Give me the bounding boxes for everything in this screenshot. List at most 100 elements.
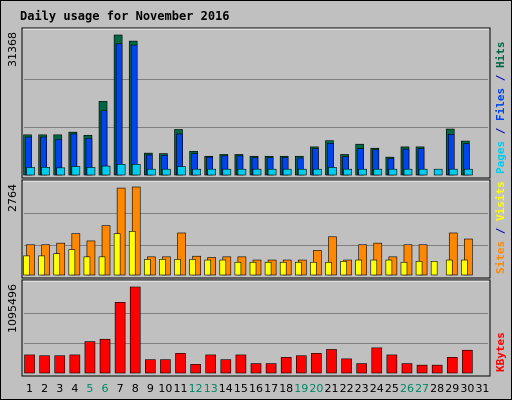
legend-visits-label: Visits xyxy=(494,181,507,221)
bar-kbytes-day-4 xyxy=(69,354,81,374)
bar-pages-day-19 xyxy=(297,168,307,176)
panel-middle: 2764 Sites / Visits xyxy=(6,179,507,279)
bar-visits-day-24 xyxy=(370,259,378,276)
bar-visits-day-12 xyxy=(189,259,196,276)
bar-kbytes-day-8 xyxy=(129,286,141,374)
bar-kbytes-day-5 xyxy=(84,341,96,374)
x-tick-label-day-13: 13 xyxy=(204,382,218,395)
bar-visits-day-1 xyxy=(23,255,30,276)
panel-bottom: 1095496 KBytes xyxy=(6,279,507,377)
bar-sites-day-24 xyxy=(373,242,383,276)
x-tick-label-day-20: 20 xyxy=(309,382,323,395)
legend-kbytes-label: KBytes xyxy=(494,332,507,372)
bar-visits-day-9 xyxy=(144,259,151,276)
bar-files-day-7 xyxy=(115,43,123,176)
x-tick-label-day-28: 28 xyxy=(430,382,444,395)
bar-visits-day-13 xyxy=(204,259,212,276)
bar-pages-day-9 xyxy=(147,168,156,176)
bar-kbytes-day-7 xyxy=(114,302,126,374)
bar-sites-day-26 xyxy=(403,244,413,276)
bar-pages-day-22 xyxy=(343,168,352,176)
chart-title: Daily usage for November 2016 xyxy=(20,9,230,23)
bar-sites-day-21 xyxy=(328,236,337,276)
bar-pages-day-14 xyxy=(222,168,232,176)
bar-pages-day-25 xyxy=(388,168,398,176)
bar-pages-day-27 xyxy=(418,168,428,176)
bar-pages-day-6 xyxy=(101,165,111,176)
bar-visits-day-6 xyxy=(98,256,106,276)
bar-kbytes-day-19 xyxy=(295,355,307,374)
x-tick-label-day-11: 11 xyxy=(174,382,188,395)
bar-pages-day-4 xyxy=(71,166,81,176)
x-tick-label-day-30: 30 xyxy=(460,382,474,395)
x-axis-labels: 1 2 3 4 5 6 7 8 9 10 11 12 13 14 15 16 17 18 19 20 21 22 23 24 2… xyxy=(26,382,489,395)
legend-sites-label: Sites xyxy=(494,241,507,274)
bar-visits-day-27 xyxy=(415,261,423,276)
bar-visits-day-10 xyxy=(159,259,166,276)
bar-pages-day-13 xyxy=(207,168,217,176)
x-tick-label-day-3: 3 xyxy=(56,382,63,395)
bar-kbytes-day-25 xyxy=(386,354,398,374)
x-tick-label-day-4: 4 xyxy=(71,382,78,395)
legend-hits-label: Hits xyxy=(494,42,507,69)
bar-kbytes-day-29 xyxy=(446,356,458,374)
bar-sites-day-7 xyxy=(116,187,126,276)
bar-pages-day-7 xyxy=(116,163,126,176)
bar-kbytes-day-15 xyxy=(235,354,247,374)
bar-pages-day-1 xyxy=(26,167,35,176)
x-tick-label-day-9: 9 xyxy=(147,382,154,395)
bar-visits-day-14 xyxy=(219,259,227,276)
bar-pages-day-28 xyxy=(433,168,443,176)
panel-bottom-legend: KBytes xyxy=(494,332,507,372)
bar-visits-day-20 xyxy=(310,261,317,276)
x-tick-label-day-23: 23 xyxy=(355,382,369,395)
legend--label: / xyxy=(494,221,507,241)
x-tick-label-day-10: 10 xyxy=(158,382,172,395)
bar-visits-day-3 xyxy=(53,253,61,276)
x-tick-label-day-22: 22 xyxy=(340,382,354,395)
x-tick-label-day-8: 8 xyxy=(132,382,139,395)
bar-kbytes-day-26 xyxy=(401,363,413,374)
x-tick-label-day-31: 31 xyxy=(475,382,489,395)
bar-visits-day-7 xyxy=(113,233,121,276)
bar-pages-day-10 xyxy=(162,168,171,176)
bar-kbytes-day-2 xyxy=(39,355,50,374)
panel-middle-legend: Sites / Visits xyxy=(494,181,507,274)
panel-top-max-label: 31368 xyxy=(6,32,19,67)
bar-pages-day-16 xyxy=(252,168,262,176)
bar-visits-day-30 xyxy=(461,259,468,276)
x-tick-label-day-2: 2 xyxy=(41,382,48,395)
bar-pages-day-24 xyxy=(373,168,383,176)
x-tick-label-day-18: 18 xyxy=(279,382,293,395)
bar-visits-day-5 xyxy=(83,256,91,276)
panel-middle-max-label: 2764 xyxy=(6,184,19,212)
bar-kbytes-day-22 xyxy=(341,358,352,374)
bar-visits-day-17 xyxy=(264,261,272,276)
bar-kbytes-day-20 xyxy=(311,353,322,374)
bar-pages-day-21 xyxy=(328,167,337,176)
panel-top: 31368 Pages / Files / Hits xyxy=(6,27,507,179)
bar-visits-day-22 xyxy=(340,261,347,276)
bar-visits-day-25 xyxy=(385,259,393,276)
bar-kbytes-day-12 xyxy=(190,364,201,374)
x-tick-label-day-19: 19 xyxy=(294,382,308,395)
bar-pages-day-23 xyxy=(358,168,367,176)
bar-visits-day-18 xyxy=(279,261,287,276)
bar-kbytes-day-21 xyxy=(326,349,337,374)
bar-sites-day-8 xyxy=(131,186,141,276)
bar-visits-day-8 xyxy=(128,231,136,276)
x-tick-label-day-26: 26 xyxy=(400,382,414,395)
bar-visits-day-23 xyxy=(355,259,362,276)
panel-bottom-max-label: 1095496 xyxy=(6,284,19,333)
bar-pages-day-17 xyxy=(267,168,277,176)
x-tick-label-day-29: 29 xyxy=(445,382,459,395)
bar-kbytes-day-6 xyxy=(99,338,111,374)
bar-sites-day-11 xyxy=(177,232,186,276)
x-tick-label-day-14: 14 xyxy=(219,382,233,395)
bar-kbytes-day-16 xyxy=(250,363,262,374)
x-tick-label-day-15: 15 xyxy=(234,382,248,395)
bar-visits-day-28 xyxy=(430,261,438,276)
x-tick-label-day-27: 27 xyxy=(415,382,429,395)
legend-files-label: Files xyxy=(494,88,507,121)
bar-visits-day-15 xyxy=(234,261,242,276)
